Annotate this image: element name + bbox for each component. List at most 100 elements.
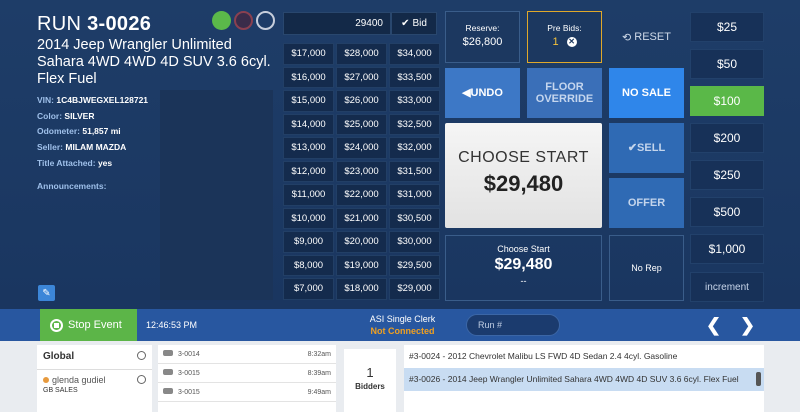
scrollbar[interactable] xyxy=(756,372,761,386)
price-cell[interactable]: $19,000 xyxy=(336,254,387,276)
global-title: Global xyxy=(43,351,75,362)
price-cell[interactable]: $29,500 xyxy=(389,254,440,276)
price-cell[interactable]: $30,500 xyxy=(389,207,440,229)
spec-label: Seller: xyxy=(37,142,63,153)
price-cell[interactable]: $33,000 xyxy=(389,90,440,112)
price-cell[interactable]: $20,000 xyxy=(336,231,387,253)
price-cell[interactable]: $10,000 xyxy=(283,207,334,229)
status-dot-red[interactable] xyxy=(234,11,253,30)
choose-start-button[interactable]: CHOOSE START $29,480 xyxy=(445,123,602,228)
price-cell[interactable]: $7,000 xyxy=(283,278,334,300)
price-cell[interactable]: $22,000 xyxy=(336,184,387,206)
price-cell[interactable]: $30,000 xyxy=(389,231,440,253)
car-icon xyxy=(163,388,173,394)
spec-value: MILAM MAZDA xyxy=(65,142,127,153)
spec-label: VIN: xyxy=(37,95,54,105)
prebids-box[interactable]: Pre Bids: 1 ✕ xyxy=(527,11,602,63)
sell-button[interactable]: ✔ SELL xyxy=(609,123,684,173)
spec-value: yes xyxy=(97,157,113,168)
spec-row: Seller: MILAM MAZDA xyxy=(37,140,148,156)
increment-label: increment xyxy=(705,281,749,293)
increment-button[interactable]: $50 xyxy=(690,49,764,79)
price-cell[interactable]: $8,000 xyxy=(283,254,334,276)
status-dot-blank[interactable] xyxy=(256,11,275,30)
choose-start-summary-price: $29,480 xyxy=(494,256,553,273)
price-cell[interactable]: $24,000 xyxy=(336,137,387,159)
run-number: RUN 3-0026 xyxy=(37,13,151,36)
price-cell[interactable]: $28,000 xyxy=(336,43,387,65)
price-cell[interactable]: $18,000 xyxy=(336,278,387,300)
run-list-item[interactable]: 3-0015 8:39am xyxy=(158,364,336,383)
status-dots xyxy=(212,11,275,30)
price-cell[interactable]: $32,000 xyxy=(389,137,440,159)
vehicle-list-item[interactable]: #3-0024 - 2012 Chevrolet Malibu LS FWD 4… xyxy=(409,351,678,361)
price-cell[interactable]: $23,000 xyxy=(336,160,387,182)
price-cell[interactable]: $31,000 xyxy=(389,184,440,206)
vehicle-list-item[interactable]: #3-0026 - 2014 Jeep Wrangler Unlimited S… xyxy=(404,368,764,391)
clock-time: 12:46:53 PM xyxy=(146,320,198,330)
price-cell[interactable]: $31,500 xyxy=(389,160,440,182)
run-list-id: 3-0015 xyxy=(178,389,200,396)
status-dot-green[interactable] xyxy=(212,11,231,30)
run-prefix: RUN xyxy=(37,13,82,35)
choose-start-summary-title: Choose Start xyxy=(497,244,550,254)
price-cell[interactable]: $13,000 xyxy=(283,137,334,159)
run-list: 3-0014 8:32am 3-0015 8:39am 3-0015 9:49am xyxy=(158,345,336,412)
price-cell[interactable]: $27,000 xyxy=(336,66,387,88)
price-cell[interactable]: $11,000 xyxy=(283,184,334,206)
spec-row: Odometer: 51,857 mi xyxy=(37,124,148,140)
price-cell[interactable]: $34,000 xyxy=(389,43,440,65)
floor-override-button[interactable]: FLOOR OVERRIDE xyxy=(527,68,602,118)
undo-arrow-icon: ◀ xyxy=(462,87,471,99)
offer-button[interactable]: OFFER xyxy=(609,178,684,228)
status-bar: Stop Event 12:46:53 PM ASI Single Clerk … xyxy=(0,309,800,341)
price-cell[interactable]: $16,000 xyxy=(283,66,334,88)
user-subtitle: GB SALES xyxy=(43,387,78,394)
chevron-left-icon[interactable]: ❮ xyxy=(706,315,722,335)
vehicle-specs: VIN: 1C4BJWEGXEL128721 Color: SILVER Odome… xyxy=(37,93,148,172)
price-cell[interactable]: $21,000 xyxy=(336,207,387,229)
increment-button[interactable]: $250 xyxy=(690,160,764,190)
price-cell[interactable]: $15,000 xyxy=(283,90,334,112)
stop-event-button[interactable]: Stop Event xyxy=(40,309,137,341)
price-cell[interactable]: $25,000 xyxy=(336,113,387,135)
reset-button[interactable]: ⟲ RESET xyxy=(609,11,684,63)
increment-button[interactable]: $25 xyxy=(690,12,764,42)
global-radio[interactable] xyxy=(137,351,146,360)
reserve-label: Reserve: xyxy=(465,23,500,33)
run-list-item[interactable]: 3-0015 9:49am xyxy=(158,383,336,402)
price-cell[interactable]: $14,000 xyxy=(283,113,334,135)
undo-button[interactable]: ◀ UNDO xyxy=(445,68,520,118)
choose-start-summary-dash: -- xyxy=(520,276,527,286)
bidders-label: Bidders xyxy=(355,382,385,391)
run-list-time: 9:49am xyxy=(307,388,331,396)
bottom-panel: Global glenda gudiel GB SALES 3-0014 8:32… xyxy=(0,341,800,412)
spec-row: Title Attached: yes xyxy=(37,156,148,172)
run-list-item[interactable]: 3-0014 8:32am xyxy=(158,345,336,364)
chevron-right-icon[interactable]: ❯ xyxy=(740,315,756,335)
price-cell[interactable]: $12,000 xyxy=(283,160,334,182)
increment-button[interactable]: $200 xyxy=(690,123,764,153)
price-cell[interactable]: $26,000 xyxy=(336,90,387,112)
price-cell[interactable]: $9,000 xyxy=(283,231,334,253)
clear-x-icon[interactable]: ✕ xyxy=(566,37,577,47)
price-cell[interactable]: $17,000 xyxy=(283,43,334,65)
spec-value: 1C4BJWEGXEL128721 xyxy=(56,95,149,105)
undo-label: UNDO xyxy=(470,87,503,99)
spec-label: Odometer: xyxy=(37,126,80,137)
run-search-input[interactable]: Run # xyxy=(466,314,560,336)
price-cell[interactable]: $29,000 xyxy=(389,278,440,300)
user-radio[interactable] xyxy=(137,375,146,384)
increment-button[interactable]: $100 xyxy=(690,86,764,116)
car-icon xyxy=(163,350,173,356)
edit-pencil-icon[interactable]: ✎ xyxy=(38,285,55,301)
price-cell[interactable]: $33,500 xyxy=(389,66,440,88)
bid-amount-input[interactable]: 29400 xyxy=(283,12,391,35)
no-sale-button[interactable]: NO SALE xyxy=(609,68,684,118)
increment-button[interactable]: $500 xyxy=(690,197,764,227)
price-cell[interactable]: $32,500 xyxy=(389,113,440,135)
reset-label: RESET xyxy=(634,31,671,43)
increment-button[interactable]: $1,000 xyxy=(690,234,764,264)
choose-start-price: $29,480 xyxy=(483,171,564,196)
bid-button[interactable]: ✔ Bid xyxy=(391,12,437,35)
